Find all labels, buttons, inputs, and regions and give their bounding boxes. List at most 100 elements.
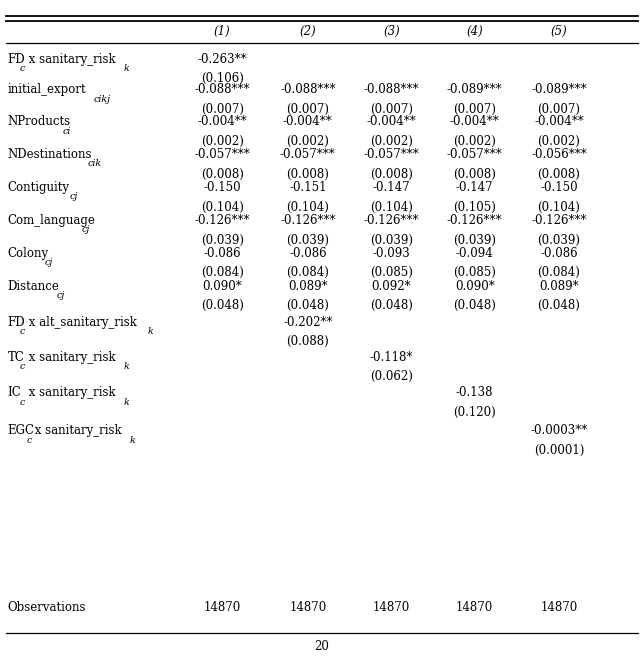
Text: (0.007): (0.007) bbox=[201, 103, 243, 116]
Text: IC: IC bbox=[8, 386, 21, 399]
Text: -0.086: -0.086 bbox=[204, 247, 241, 260]
Text: (0.002): (0.002) bbox=[453, 135, 496, 148]
Text: 14870: 14870 bbox=[456, 601, 493, 614]
Text: 14870: 14870 bbox=[540, 601, 578, 614]
Text: (0.008): (0.008) bbox=[370, 168, 413, 181]
Text: initial_export: initial_export bbox=[8, 84, 86, 97]
Text: -0.086: -0.086 bbox=[289, 247, 327, 260]
Text: 0.092*: 0.092* bbox=[372, 280, 412, 293]
Text: x sanitary_risk: x sanitary_risk bbox=[25, 386, 115, 399]
Text: (0.008): (0.008) bbox=[538, 168, 580, 181]
Text: NDestinations: NDestinations bbox=[8, 148, 92, 161]
Text: -0.004**: -0.004** bbox=[534, 115, 584, 128]
Text: (0.085): (0.085) bbox=[370, 266, 413, 280]
Text: (0.088): (0.088) bbox=[287, 336, 329, 349]
Text: -0.138: -0.138 bbox=[456, 386, 493, 399]
Text: (2): (2) bbox=[299, 25, 316, 38]
Text: -0.057***: -0.057*** bbox=[364, 148, 419, 161]
Text: -0.004**: -0.004** bbox=[283, 115, 333, 128]
Text: 0.090*: 0.090* bbox=[455, 280, 495, 293]
Text: FD: FD bbox=[8, 316, 25, 329]
Text: -0.004**: -0.004** bbox=[197, 115, 247, 128]
Text: (0.002): (0.002) bbox=[370, 135, 413, 148]
Text: TC: TC bbox=[8, 351, 24, 364]
Text: 14870: 14870 bbox=[289, 601, 327, 614]
Text: (0.104): (0.104) bbox=[287, 201, 329, 214]
Text: Observations: Observations bbox=[8, 601, 86, 614]
Text: (0.008): (0.008) bbox=[287, 168, 329, 181]
Text: EGC: EGC bbox=[8, 424, 35, 438]
Text: -0.057***: -0.057*** bbox=[280, 148, 336, 161]
Text: c: c bbox=[26, 436, 32, 445]
Text: -0.088***: -0.088*** bbox=[280, 84, 336, 97]
Text: cik: cik bbox=[88, 159, 102, 168]
Text: c: c bbox=[20, 327, 25, 336]
Text: cj: cj bbox=[57, 291, 65, 300]
Text: -0.093: -0.093 bbox=[373, 247, 410, 260]
Text: (0.039): (0.039) bbox=[201, 234, 243, 247]
Text: -0.147: -0.147 bbox=[373, 181, 410, 194]
Text: cikj: cikj bbox=[93, 95, 111, 104]
Text: 0.089*: 0.089* bbox=[288, 280, 328, 293]
Text: -0.202**: -0.202** bbox=[283, 316, 332, 329]
Text: 14870: 14870 bbox=[204, 601, 241, 614]
Text: Colony: Colony bbox=[8, 247, 49, 260]
Text: (0.039): (0.039) bbox=[453, 234, 496, 247]
Text: -0.089***: -0.089*** bbox=[531, 84, 587, 97]
Text: (0.007): (0.007) bbox=[287, 103, 329, 116]
Text: (0.008): (0.008) bbox=[201, 168, 243, 181]
Text: -0.126***: -0.126*** bbox=[194, 214, 250, 227]
Text: (3): (3) bbox=[383, 25, 400, 38]
Text: -0.086: -0.086 bbox=[540, 247, 578, 260]
Text: -0.263**: -0.263** bbox=[197, 53, 247, 66]
Text: (4): (4) bbox=[466, 25, 483, 38]
Text: (0.039): (0.039) bbox=[538, 234, 580, 247]
Text: c: c bbox=[20, 64, 25, 73]
Text: cj: cj bbox=[44, 258, 53, 267]
Text: (0.007): (0.007) bbox=[453, 103, 496, 116]
Text: k: k bbox=[123, 64, 129, 73]
Text: k: k bbox=[123, 362, 129, 371]
Text: -0.126***: -0.126*** bbox=[447, 214, 502, 227]
Text: cj: cj bbox=[81, 225, 90, 234]
Text: (0.039): (0.039) bbox=[370, 234, 413, 247]
Text: (0.007): (0.007) bbox=[370, 103, 413, 116]
Text: (5): (5) bbox=[551, 25, 567, 38]
Text: -0.126***: -0.126*** bbox=[280, 214, 336, 227]
Text: Contiguity: Contiguity bbox=[8, 181, 70, 194]
Text: FD: FD bbox=[8, 53, 25, 66]
Text: -0.0003**: -0.0003** bbox=[531, 424, 587, 438]
Text: -0.089***: -0.089*** bbox=[447, 84, 502, 97]
Text: Com_language: Com_language bbox=[8, 214, 95, 227]
Text: 20: 20 bbox=[314, 640, 330, 653]
Text: c: c bbox=[20, 397, 25, 407]
Text: 0.090*: 0.090* bbox=[202, 280, 242, 293]
Text: (0.048): (0.048) bbox=[453, 299, 496, 313]
Text: (0.048): (0.048) bbox=[370, 299, 413, 313]
Text: (0.084): (0.084) bbox=[201, 266, 243, 280]
Text: (0.106): (0.106) bbox=[201, 72, 243, 86]
Text: 0.089*: 0.089* bbox=[539, 280, 579, 293]
Text: (0.084): (0.084) bbox=[287, 266, 329, 280]
Text: -0.150: -0.150 bbox=[540, 181, 578, 194]
Text: (0.048): (0.048) bbox=[538, 299, 580, 313]
Text: c: c bbox=[20, 362, 25, 371]
Text: -0.151: -0.151 bbox=[289, 181, 327, 194]
Text: -0.126***: -0.126*** bbox=[364, 214, 419, 227]
Text: -0.150: -0.150 bbox=[204, 181, 241, 194]
Text: (0.120): (0.120) bbox=[453, 406, 496, 419]
Text: (0.105): (0.105) bbox=[453, 201, 496, 214]
Text: (0.085): (0.085) bbox=[453, 266, 496, 280]
Text: (0.002): (0.002) bbox=[201, 135, 243, 148]
Text: x sanitary_risk: x sanitary_risk bbox=[31, 424, 122, 438]
Text: NProducts: NProducts bbox=[8, 115, 71, 128]
Text: (0.002): (0.002) bbox=[538, 135, 580, 148]
Text: -0.118*: -0.118* bbox=[370, 351, 413, 364]
Text: -0.088***: -0.088*** bbox=[194, 84, 250, 97]
Text: cj: cj bbox=[69, 192, 77, 201]
Text: (0.084): (0.084) bbox=[538, 266, 580, 280]
Text: 14870: 14870 bbox=[373, 601, 410, 614]
Text: -0.057***: -0.057*** bbox=[447, 148, 502, 161]
Text: -0.004**: -0.004** bbox=[366, 115, 417, 128]
Text: -0.126***: -0.126*** bbox=[531, 214, 587, 227]
